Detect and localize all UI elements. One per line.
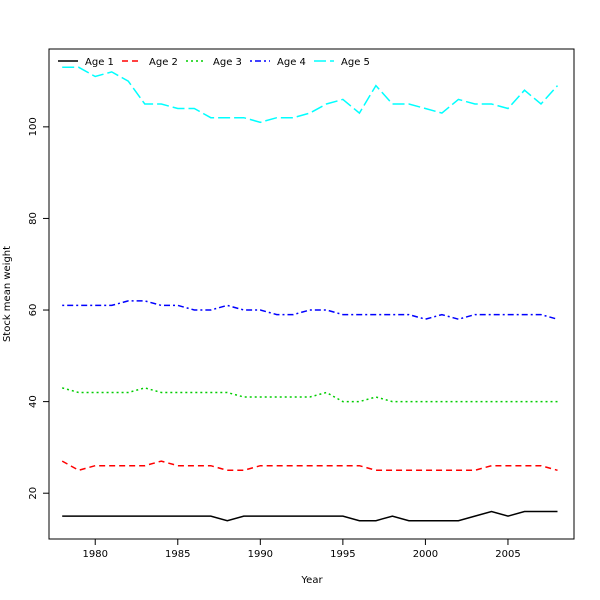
x-tick-label: 1990 (248, 549, 273, 560)
x-axis-label: Year (300, 575, 323, 586)
y-tick-label: 100 (28, 117, 39, 136)
series-line-age-5 (62, 66, 559, 124)
legend-label-age-3: Age 3 (213, 57, 242, 68)
series-line-age-1 (62, 510, 558, 522)
legend-label-age-1: Age 1 (85, 57, 114, 68)
x-tick-label: 1980 (82, 549, 107, 560)
y-tick-label: 40 (28, 395, 39, 408)
x-tick-label: 2000 (413, 549, 438, 560)
y-tick-label: 60 (28, 304, 39, 317)
y-axis: 20 40 60 80 100 (28, 117, 49, 500)
x-axis: 1980 1985 1990 1995 2000 2005 (82, 539, 521, 560)
series-layer (61, 66, 559, 522)
y-tick-label: 20 (28, 487, 39, 500)
x-tick-label: 1995 (330, 549, 355, 560)
x-tick-label: 1985 (165, 549, 190, 560)
y-axis-label: Stock mean weight (2, 246, 13, 342)
y-tick-label: 80 (28, 212, 39, 225)
legend-label-age-2: Age 2 (149, 57, 178, 68)
series-line-age-4 (62, 300, 558, 320)
legend: Age 1 Age 2 Age 3 Age 4 Age 5 (58, 57, 370, 68)
series-line-age-2 (61, 460, 558, 472)
x-tick-label: 2005 (495, 549, 520, 560)
legend-label-age-4: Age 4 (277, 57, 306, 68)
legend-label-age-5: Age 5 (341, 57, 370, 68)
plot-frame (48, 48, 575, 540)
series-line-age-3 (61, 387, 558, 403)
